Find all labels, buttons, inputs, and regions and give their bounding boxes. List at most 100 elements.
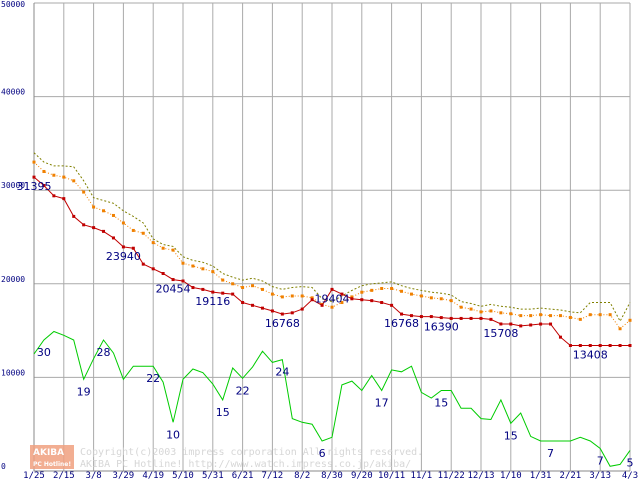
price-value-label: 19404	[315, 292, 350, 305]
price-value-label: 16768	[265, 317, 300, 330]
point-price-low	[151, 267, 155, 271]
x-tick-label: 9/20	[351, 471, 373, 480]
point-price-low	[578, 344, 582, 348]
watermark: AKIBA PC Hotline! Copyright(c)2003 impre…	[30, 445, 423, 470]
series-line-shop-count	[33, 330, 631, 467]
point-price-avg	[300, 294, 304, 298]
shop-count-label: 7	[547, 447, 554, 460]
logo-bottom-text: PC Hotline!	[33, 461, 71, 468]
point-price-low	[320, 303, 324, 307]
x-tick-label: 5/31	[202, 471, 224, 480]
y-axis-ticks: 0 10000 20000 30000 40000 50000	[1, 0, 25, 471]
point-price-low	[370, 299, 374, 303]
price-value-label: 23940	[106, 250, 141, 263]
point-price-avg	[102, 209, 106, 213]
x-tick-label: 3/13	[589, 471, 611, 480]
point-price-low	[558, 335, 562, 339]
shop-count-label: 15	[434, 397, 448, 410]
point-price-avg	[628, 318, 632, 322]
point-price-avg	[92, 205, 96, 209]
point-price-low	[141, 262, 145, 266]
price-value-label: 20454	[156, 283, 191, 296]
point-price-low	[300, 307, 304, 311]
point-price-avg	[529, 314, 533, 318]
point-price-low	[549, 322, 553, 326]
point-price-low	[62, 197, 66, 201]
point-price-avg	[231, 282, 235, 286]
point-price-avg	[72, 179, 76, 183]
point-price-low	[380, 301, 384, 305]
point-price-low	[72, 214, 76, 218]
point-price-avg	[251, 284, 255, 288]
point-price-low	[439, 316, 443, 320]
point-price-low	[102, 229, 106, 233]
x-tick-label: 8/30	[321, 471, 343, 480]
x-tick-label: 3/8	[85, 471, 101, 480]
x-tick-label: 10/11	[378, 471, 405, 480]
point-price-low	[280, 312, 284, 316]
shop-count-label: 24	[275, 366, 289, 379]
x-axis-ticks: 1/25 2/15 3/8 3/29 4/19 5/10 5/31 6/21 7/12 8/2 8/…	[23, 471, 638, 480]
shop-count-label: 28	[97, 346, 111, 359]
point-price-avg	[42, 169, 46, 173]
point-price-avg	[400, 289, 404, 293]
point-price-low	[260, 306, 264, 310]
point-price-avg	[360, 290, 364, 294]
point-price-low	[419, 315, 423, 319]
point-price-avg	[131, 228, 135, 232]
point-price-low	[598, 344, 602, 348]
point-price-avg	[409, 292, 413, 296]
akiba-logo	[30, 445, 74, 469]
x-tick-label: 8/2	[294, 471, 310, 480]
point-price-low	[429, 315, 433, 319]
point-price-avg	[489, 309, 493, 313]
point-price-avg	[598, 313, 602, 317]
point-price-low	[340, 292, 344, 296]
point-price-low	[270, 309, 274, 313]
point-price-avg	[141, 231, 145, 235]
point-price-avg	[578, 317, 582, 321]
point-price-avg	[549, 314, 553, 318]
x-tick-label: 2/15	[53, 471, 75, 480]
point-price-avg	[330, 305, 334, 309]
point-price-avg	[370, 288, 374, 292]
shop-count-label: 5	[627, 456, 634, 469]
point-price-low	[409, 314, 413, 318]
point-price-low	[121, 245, 125, 249]
shop-count-label: 6	[319, 447, 326, 460]
point-price-low	[231, 292, 235, 296]
point-price-avg	[618, 327, 622, 331]
series-layer	[32, 152, 632, 467]
point-price-avg	[499, 311, 503, 315]
shop-count-label: 7	[597, 455, 604, 468]
x-tick-label: 1/10	[500, 471, 522, 480]
point-price-low	[449, 316, 453, 320]
point-price-avg	[62, 175, 66, 179]
point-price-avg	[241, 286, 245, 290]
x-tick-label: 1/31	[530, 471, 552, 480]
point-price-avg	[111, 213, 115, 217]
shop-count-label: 15	[504, 429, 518, 442]
point-price-avg	[469, 307, 473, 311]
point-price-low	[201, 287, 205, 291]
point-price-low	[588, 344, 592, 348]
price-value-label: 16768	[384, 317, 419, 330]
x-tick-label: 7/12	[262, 471, 284, 480]
y-tick-label: 40000	[1, 88, 25, 97]
point-price-low	[82, 223, 86, 227]
point-price-avg	[82, 190, 86, 194]
point-price-avg	[201, 267, 205, 271]
x-tick-label: 4/3	[622, 471, 638, 480]
point-price-low	[350, 297, 354, 301]
grid	[33, 2, 631, 472]
point-price-avg	[52, 173, 56, 177]
point-price-low	[608, 344, 612, 348]
point-price-low	[310, 298, 314, 302]
point-price-avg	[211, 270, 215, 274]
point-price-low	[529, 323, 533, 327]
price-value-label: 15708	[483, 327, 518, 340]
point-price-low	[171, 278, 175, 282]
point-price-low	[400, 312, 404, 316]
x-tick-label: 12/13	[467, 471, 494, 480]
